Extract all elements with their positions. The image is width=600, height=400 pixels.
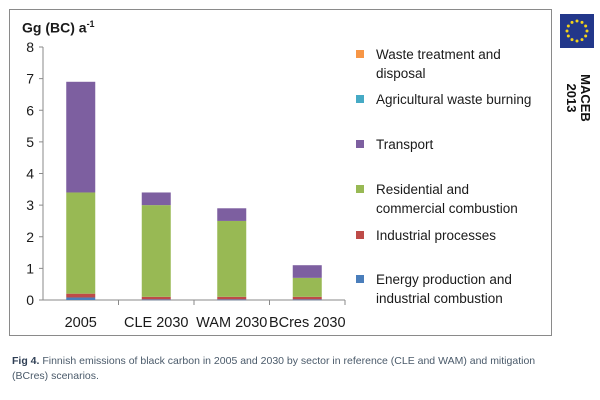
legend-swatch: [356, 140, 364, 148]
maceb-badge: MACEB 2013: [560, 14, 594, 124]
eu-flag-icon: [560, 14, 594, 48]
chart-frame: [9, 9, 552, 336]
legend-swatch: [356, 50, 364, 58]
flag-star: [575, 39, 579, 43]
legend-swatch: [356, 95, 364, 103]
bar-segment: [292, 299, 322, 301]
legend-swatch: [356, 185, 364, 193]
y-tick-label: 0: [26, 292, 34, 308]
bar-segment: [141, 296, 171, 300]
flag-star: [565, 29, 569, 33]
badge-year: 2013: [564, 83, 579, 113]
figure-caption: Fig 4. Finnish emissions of black carbon…: [12, 354, 552, 384]
flag-star: [584, 24, 588, 28]
x-tick-label: 2005: [65, 315, 97, 331]
flag-star: [566, 34, 570, 38]
bar-segment: [292, 265, 322, 278]
y-axis-label: Gg (BC) a-1: [22, 19, 95, 36]
bar-segment: [292, 277, 322, 297]
bar-segment: [217, 296, 247, 300]
x-tick-label: BCres 2030: [269, 315, 346, 331]
bar-segment: [141, 299, 171, 301]
y-tick-label: 1: [26, 260, 34, 276]
flag-star: [585, 29, 589, 33]
badge-name: MACEB: [578, 74, 593, 122]
bar-segment: [217, 299, 247, 301]
flag-star: [584, 34, 588, 38]
y-tick-label: 5: [26, 134, 34, 150]
bar-segment: [217, 208, 247, 221]
flag-star: [580, 38, 584, 42]
bar-segment: [66, 293, 96, 298]
y-tick-label: 4: [26, 166, 34, 182]
bar-segment: [66, 297, 96, 300]
x-tick-label: WAM 2030: [196, 315, 267, 331]
legend-swatch: [356, 231, 364, 239]
legend-swatch: [356, 275, 364, 283]
bar-segment: [217, 220, 247, 297]
y-tick-label: 8: [26, 39, 34, 55]
eu-stars-icon: [565, 19, 589, 43]
y-tick-label: 2: [26, 229, 34, 245]
flag-star: [575, 19, 579, 23]
y-tick-label: 6: [26, 102, 34, 118]
flag-star: [570, 20, 574, 24]
caption-text: Finnish emissions of black carbon in 200…: [12, 355, 536, 382]
flag-star: [580, 20, 584, 24]
stacked-bar-chart: 0 1 2 3 4 5 6 7 8 2005 CLE 2030 WAM 2030 BCres 2030: [26, 39, 346, 331]
flag-star: [566, 24, 570, 28]
bar-segment: [66, 192, 96, 294]
flag-star: [570, 38, 574, 42]
bar-segment: [66, 81, 96, 193]
y-tick-label: 7: [26, 71, 34, 87]
bar-segment: [141, 192, 171, 206]
y-tick-label: 3: [26, 197, 34, 213]
caption-label: Fig 4.: [12, 355, 40, 367]
x-tick-label: CLE 2030: [124, 315, 189, 331]
bar-segment: [141, 205, 171, 297]
bar-segment: [292, 296, 322, 300]
